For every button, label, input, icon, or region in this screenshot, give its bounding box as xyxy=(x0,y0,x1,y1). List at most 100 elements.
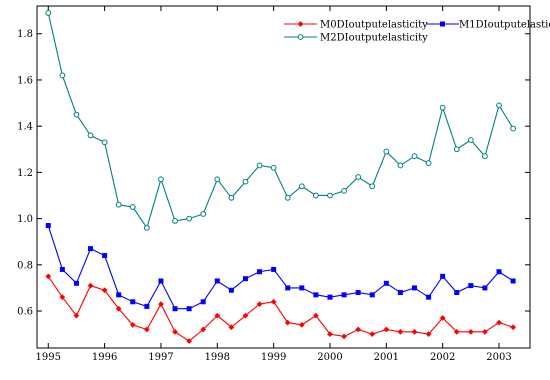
legend-marker xyxy=(297,21,304,27)
y-tick-label: 1.0 xyxy=(17,214,33,225)
data-point xyxy=(158,301,164,307)
y-tick-label: 1.4 xyxy=(17,122,33,133)
data-point xyxy=(200,299,206,305)
data-point xyxy=(454,290,460,296)
data-point xyxy=(102,253,108,259)
data-point xyxy=(214,176,221,183)
x-tick-label: 1995 xyxy=(36,352,61,363)
data-point xyxy=(144,326,150,333)
data-point xyxy=(299,285,305,291)
data-point xyxy=(426,294,432,300)
data-point xyxy=(45,273,52,280)
x-tick-label: 1999 xyxy=(261,352,286,363)
data-point xyxy=(143,224,150,231)
data-point xyxy=(186,338,192,344)
data-point xyxy=(158,278,164,284)
series-layer xyxy=(45,10,516,344)
data-point xyxy=(257,269,263,275)
data-point xyxy=(271,266,277,272)
data-point xyxy=(369,292,375,298)
data-point xyxy=(129,322,136,328)
data-point xyxy=(87,132,94,139)
data-point xyxy=(383,148,390,155)
data-point xyxy=(242,178,249,185)
legend-entry: M2DIoutputelasticity xyxy=(284,33,428,44)
data-point xyxy=(186,215,193,222)
data-point xyxy=(355,326,362,333)
data-point xyxy=(200,326,207,333)
data-point xyxy=(383,280,389,286)
data-point xyxy=(341,187,347,194)
data-point xyxy=(115,201,122,208)
y-tick-label: 1.8 xyxy=(17,29,33,40)
data-point xyxy=(186,306,192,312)
data-point xyxy=(130,299,136,305)
data-point xyxy=(200,211,207,217)
data-point xyxy=(482,153,488,160)
data-point xyxy=(355,290,361,296)
data-point xyxy=(45,223,51,229)
data-point xyxy=(285,285,291,291)
series-M1DIoutputelasticity xyxy=(45,223,516,312)
data-point xyxy=(298,322,305,328)
y-tick-label: 1.6 xyxy=(17,75,33,86)
data-point xyxy=(439,104,446,111)
data-point xyxy=(270,298,277,305)
data-point xyxy=(144,303,150,309)
data-point xyxy=(242,312,249,319)
data-point xyxy=(298,183,305,190)
data-point xyxy=(439,315,446,321)
data-point xyxy=(397,290,403,296)
data-point xyxy=(116,292,122,298)
legend-marker xyxy=(439,21,445,27)
legend-label: M1DIoutputelasticity xyxy=(459,20,550,31)
data-point xyxy=(425,331,432,338)
data-point xyxy=(327,294,333,300)
data-point xyxy=(397,328,404,335)
data-point xyxy=(496,269,502,275)
data-point xyxy=(59,72,66,79)
data-point xyxy=(73,280,79,286)
data-point xyxy=(101,287,108,294)
y-tick-label: 0.6 xyxy=(17,307,33,318)
data-point xyxy=(158,176,164,183)
data-point xyxy=(453,328,460,335)
data-point xyxy=(256,301,263,307)
data-point xyxy=(467,328,474,335)
legend-label: M2DIoutputelasticity xyxy=(320,33,428,44)
data-point xyxy=(482,285,488,291)
data-point xyxy=(87,282,94,289)
data-point xyxy=(172,306,178,312)
data-point xyxy=(73,312,80,319)
plot-frame xyxy=(36,5,531,349)
data-point xyxy=(312,192,319,199)
data-point xyxy=(468,283,474,289)
series-line xyxy=(47,225,514,310)
data-point xyxy=(172,218,178,224)
data-point xyxy=(355,174,362,180)
data-point xyxy=(214,278,220,284)
data-point xyxy=(510,278,516,284)
data-point xyxy=(270,164,277,171)
data-point xyxy=(256,162,263,169)
data-point xyxy=(228,324,235,331)
data-point xyxy=(397,162,404,169)
data-point xyxy=(327,192,333,199)
data-point xyxy=(341,292,347,298)
y-tick-label: 0.8 xyxy=(17,260,33,271)
data-point xyxy=(369,183,376,190)
data-point xyxy=(496,102,502,109)
data-point xyxy=(73,111,80,118)
data-point xyxy=(284,319,291,326)
data-point xyxy=(341,333,347,340)
x-tick-label: 1997 xyxy=(148,352,173,363)
data-point xyxy=(383,326,390,333)
data-point xyxy=(115,305,122,312)
data-point xyxy=(172,328,178,335)
data-point xyxy=(228,194,235,201)
legend: M0DIoutputelasticity M1DIoutputelasticity… xyxy=(284,20,550,44)
data-point xyxy=(129,204,136,210)
series-M2DIoutputelasticity xyxy=(45,10,516,231)
data-point xyxy=(467,137,474,143)
